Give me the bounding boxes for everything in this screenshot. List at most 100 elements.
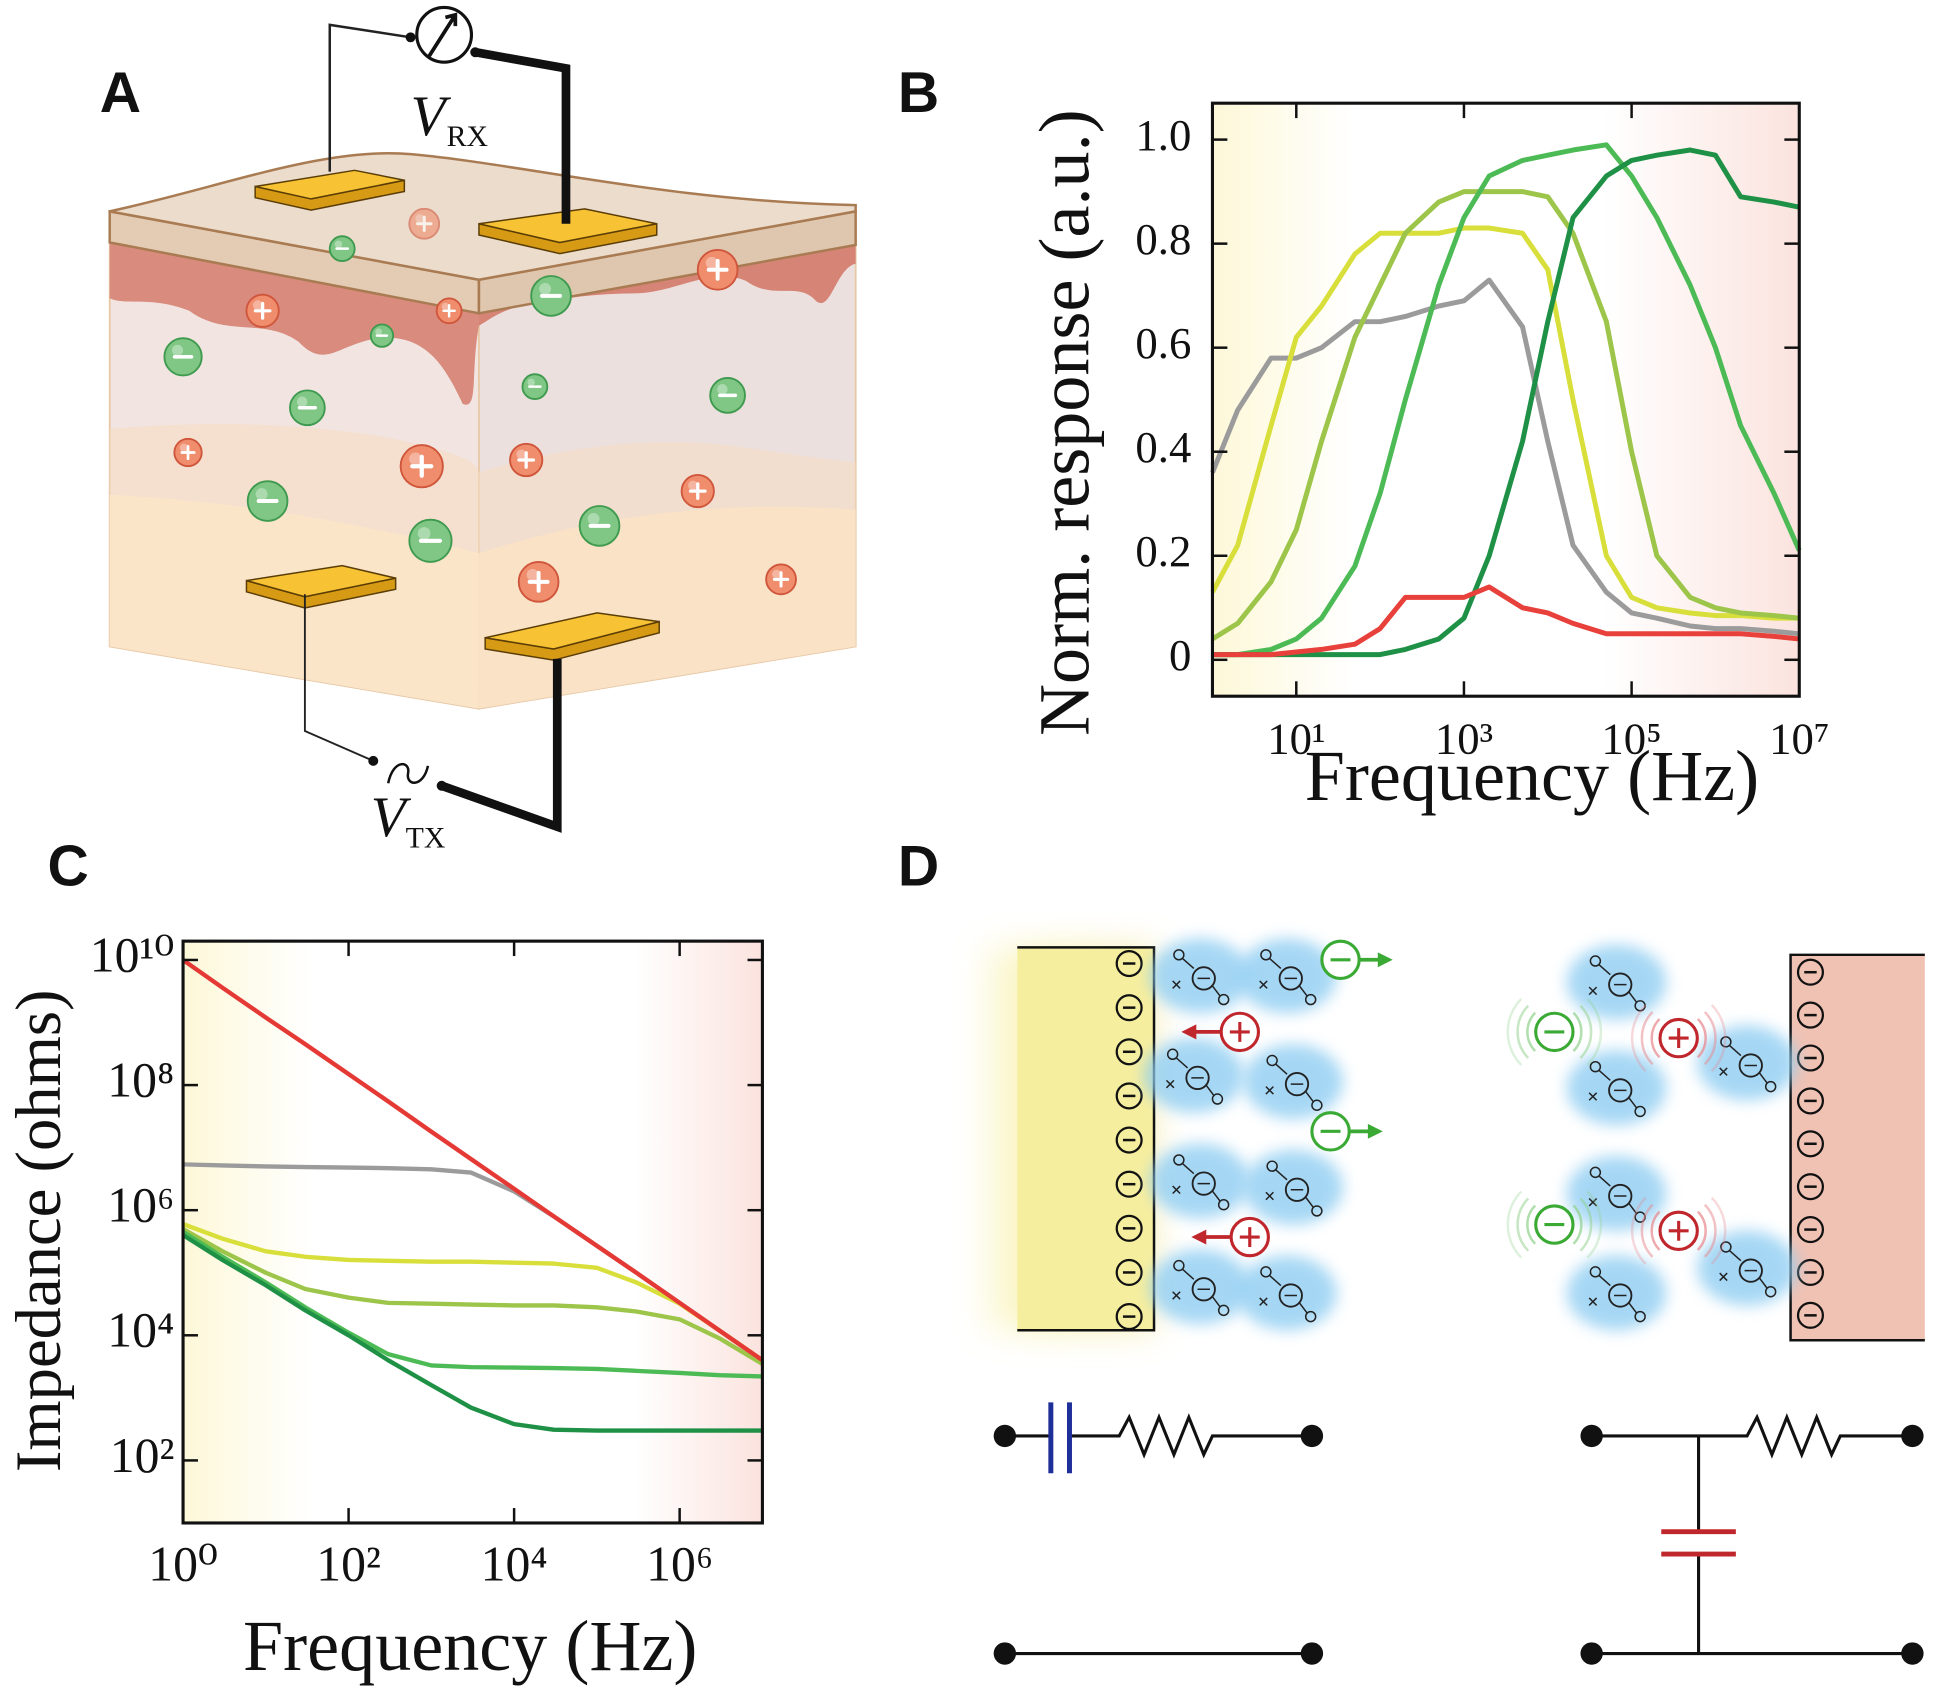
x-axis-label: Frequency (Hz): [1305, 736, 1759, 816]
y-tick-label: 0.4: [1135, 422, 1191, 472]
x-tick-label: 10⁶: [646, 1536, 713, 1591]
electrode-top: [478, 208, 657, 244]
symbol: V: [411, 85, 452, 148]
ion-highlight: [415, 214, 425, 224]
water: [1608, 972, 1633, 997]
ion-highlight: [441, 302, 450, 311]
ion-highlight: [688, 480, 698, 491]
water-bond: [1729, 1045, 1768, 1084]
solvation-shell: [1150, 938, 1250, 1014]
ion-sign: [1668, 1028, 1689, 1049]
water-h: [1304, 993, 1317, 1006]
cation: [245, 293, 280, 328]
y-tick-label: 10⁴: [107, 1303, 174, 1358]
anion: [578, 505, 621, 547]
water-h: [1173, 1154, 1185, 1166]
surface-charge: [1796, 1216, 1825, 1244]
terminal: [1901, 1642, 1924, 1665]
water-cross: [1172, 1185, 1181, 1195]
surface-charge: [1796, 958, 1825, 986]
ion-sign: [1668, 1220, 1689, 1241]
anion: [521, 373, 549, 401]
surface-charge: [1115, 1214, 1143, 1242]
vibration: [1630, 1004, 1647, 1073]
high-frequency-shade: [634, 941, 763, 1523]
water-cross: [1172, 1291, 1181, 1300]
ion-highlight: [171, 344, 184, 356]
solvation-shell: [1237, 938, 1337, 1014]
ion-sign: [1229, 1021, 1250, 1042]
ion-highlight: [772, 569, 782, 579]
water-bond: [1729, 1250, 1768, 1289]
water: [1608, 1283, 1633, 1308]
water-h: [1217, 1198, 1230, 1211]
data-line: [181, 1227, 764, 1366]
water: [1284, 1177, 1310, 1202]
ion-highlight: [255, 488, 268, 501]
cation: [399, 444, 444, 489]
y-tick-label: 10⁶: [107, 1178, 174, 1233]
surface-charge: [1115, 1038, 1143, 1066]
data-line: [1212, 584, 1800, 658]
vibration: [1586, 1190, 1603, 1259]
symbol: V: [371, 786, 412, 849]
cation: [435, 297, 463, 325]
dermis: [109, 242, 479, 405]
x-tick-label: 10¹: [1267, 714, 1325, 764]
terminal: [405, 32, 416, 43]
x-tick-label: 10⁴: [481, 1536, 548, 1591]
ion-highlight: [539, 282, 552, 295]
ion-highlight: [409, 452, 422, 466]
capacitor: [1661, 1529, 1736, 1557]
surface-charge: [1115, 1303, 1143, 1331]
water-cross: [1265, 1086, 1274, 1095]
terminal: [993, 1424, 1017, 1448]
anion: [163, 337, 203, 377]
anion: [328, 235, 356, 263]
water-h: [1166, 1048, 1179, 1060]
ion-sign: [180, 445, 196, 461]
terminal: [436, 780, 447, 791]
cation: [173, 437, 203, 468]
wire: [474, 47, 571, 224]
plot-frame: [181, 939, 764, 1525]
surface-charge: [1115, 1170, 1143, 1198]
solvation-shell: [1243, 1044, 1343, 1119]
water-cross: [1719, 1067, 1728, 1076]
surface-charge: [1796, 1173, 1825, 1201]
chart: 10¹ 10³ 10⁵ 10⁷ 0 0.2 0.4 0.6 0.8 1.0: [1135, 101, 1829, 764]
solvation-shell: [1566, 1255, 1667, 1331]
vibration: [1506, 997, 1523, 1066]
water-h: [1304, 1310, 1317, 1323]
ion-highlight: [717, 384, 728, 395]
water-h: [1173, 1259, 1185, 1272]
arrow-head: [1181, 1024, 1197, 1040]
anion: [530, 275, 572, 317]
electrode-outline: [1789, 953, 1925, 1342]
vibration: [1526, 1204, 1537, 1245]
panel-label: D: [898, 834, 939, 898]
electrodes: [245, 169, 660, 661]
vibration: [1586, 997, 1603, 1066]
ion-highlight: [334, 240, 343, 249]
water-cross: [1719, 1272, 1728, 1282]
terminal: [1300, 1642, 1324, 1665]
water-bond: [1175, 1057, 1215, 1096]
water-h: [1720, 1241, 1732, 1253]
ion-highlight: [516, 449, 527, 460]
water-h: [1311, 1099, 1323, 1111]
arrow-head: [1377, 952, 1393, 968]
electrode-outline: [1017, 946, 1156, 1332]
skin-illustration: V RX V TX: [108, 5, 857, 854]
water-bond: [1598, 1069, 1638, 1109]
subscript: RX: [447, 120, 488, 153]
water-h: [1634, 1105, 1646, 1118]
ion-sign: [1239, 1227, 1260, 1247]
y-tick-label: 10⁸: [107, 1052, 174, 1107]
water-cross: [1172, 980, 1181, 989]
water-cross: [1588, 1197, 1598, 1207]
x-tick-label: 10³: [1435, 714, 1493, 764]
panel-label: B: [898, 61, 939, 125]
x-tick-label: 10²: [316, 1536, 381, 1591]
